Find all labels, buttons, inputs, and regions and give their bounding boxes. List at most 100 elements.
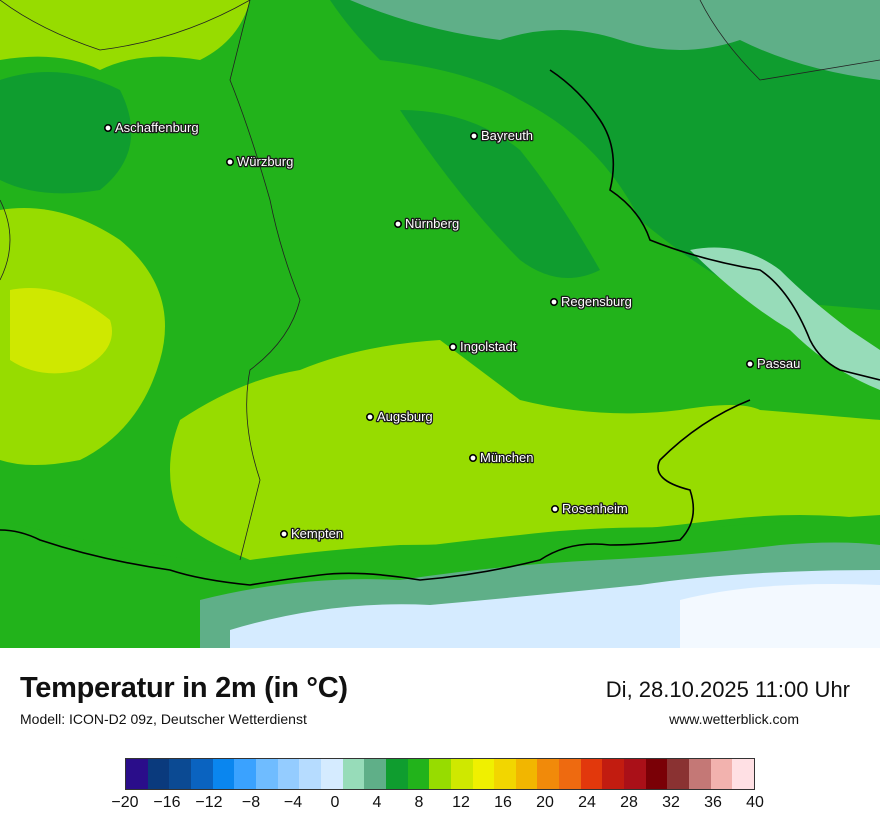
colorbar-swatch: [689, 759, 711, 789]
colorbar-swatch: [624, 759, 646, 789]
city-ingolstadt: Ingolstadt: [448, 338, 518, 355]
temperature-colorbar: [125, 758, 755, 790]
colorbar-swatch: [147, 759, 170, 789]
city-marker: [393, 220, 402, 229]
city-marker: [226, 158, 235, 167]
lime-northwest: [0, 0, 250, 70]
colorbar-swatch: [299, 759, 321, 789]
bavarian-forest: [690, 247, 880, 390]
city-label: Aschaffenburg: [115, 120, 199, 135]
state-border-west: [229, 0, 301, 561]
state-border-west2: [0, 199, 11, 281]
city-marker: [549, 297, 558, 306]
colorbar-swatch: [169, 759, 191, 789]
map-canvas: Aschaffenburg Würzburg Bayreuth Nürnberg…: [0, 0, 880, 648]
colorbar-swatch: [364, 759, 386, 789]
city-label: Bayreuth: [481, 128, 533, 143]
city-marker: [550, 504, 559, 513]
colorbar-tick-label: 0: [330, 794, 340, 811]
state-border-north: [0, 0, 251, 51]
model-info: Modell: ICON-D2 09z, Deutscher Wetterdie…: [20, 711, 307, 727]
city-wuerzburg: Würzburg: [226, 153, 295, 170]
colorbar-swatch: [732, 759, 755, 789]
colorbar-swatch: [212, 759, 235, 789]
city-kempten: Kempten: [279, 525, 344, 542]
city-marker: [745, 359, 754, 368]
map-title: Temperatur in 2m (in °C): [20, 672, 348, 704]
colorbar-swatch: [559, 759, 581, 789]
colorbar-swatch: [320, 759, 343, 789]
colorbar-tick-label: −12: [195, 794, 223, 811]
city-augsburg: Augsburg: [365, 408, 434, 425]
colorbar-swatch: [190, 759, 213, 789]
colorbar-tick-label: −8: [241, 794, 261, 811]
colorbar-tick-label: 24: [578, 794, 596, 811]
city-aschaffenburg: Aschaffenburg: [104, 119, 200, 136]
colorbar-swatch: [255, 759, 278, 789]
teal-north: [350, 0, 880, 80]
colorbar-swatch: [710, 759, 733, 789]
state-border-northeast: [699, 0, 880, 81]
colorbar-tick-label: 16: [494, 794, 512, 811]
colorbar-swatch: [472, 759, 495, 789]
city-marker: [469, 132, 478, 141]
city-label: Regensburg: [561, 294, 632, 309]
colorbar-tick-label: 28: [620, 794, 638, 811]
colorbar-swatch: [645, 759, 668, 789]
colorbar-swatch: [580, 759, 603, 789]
city-label: Augsburg: [377, 409, 433, 424]
source-url: www.wetterblick.com: [669, 711, 799, 727]
city-rosenheim: Rosenheim: [550, 500, 629, 517]
colorbar-swatch: [450, 759, 473, 789]
colorbar-swatch: [342, 759, 365, 789]
colorbar-swatch: [126, 759, 148, 789]
colorbar-tick-label: −16: [153, 794, 181, 811]
colorbar-tick-label: −20: [111, 794, 139, 811]
lime-south: [170, 340, 880, 560]
colorbar-swatch: [429, 759, 451, 789]
city-muenchen: München: [468, 449, 535, 466]
colorbar-ticks: −20 −16 −12 −8 −4 0 4 8 12 16 20 24 28 32 36 40: [0, 794, 880, 818]
colorbar-swatch: [515, 759, 538, 789]
colorbar-tick-label: 8: [414, 794, 424, 811]
city-regensburg: Regensburg: [549, 293, 633, 310]
temperature-map: Aschaffenburg Würzburg Bayreuth Nürnberg…: [0, 0, 880, 648]
upland-patch: [400, 110, 600, 278]
colorbar-swatch: [667, 759, 690, 789]
city-label: Rosenheim: [562, 501, 628, 516]
colorbar-tick-label: 32: [662, 794, 680, 811]
city-marker: [279, 529, 288, 538]
city-label: Kempten: [291, 526, 343, 541]
colorbar-swatch: [494, 759, 516, 789]
colorbar-tick-label: −4: [283, 794, 303, 811]
uplands-northeast: [330, 0, 880, 310]
city-label: Ingolstadt: [460, 339, 517, 354]
colorbar-tick-label: 4: [372, 794, 382, 811]
border-czech: [549, 69, 880, 381]
city-label: Würzburg: [237, 154, 293, 169]
city-label: München: [480, 450, 533, 465]
border-austria: [0, 399, 751, 586]
forecast-datetime: Di, 28.10.2025 11:00 Uhr: [605, 677, 850, 702]
city-label: Nürnberg: [405, 216, 459, 231]
colorbar-swatch: [385, 759, 408, 789]
city-marker: [468, 453, 477, 462]
city-bayreuth: Bayreuth: [469, 127, 534, 144]
colorbar-swatch: [407, 759, 430, 789]
colorbar-swatch: [602, 759, 625, 789]
yellow-west: [10, 288, 112, 374]
colorbar-swatch: [277, 759, 300, 789]
city-label: Passau: [757, 356, 800, 371]
colorbar-swatch: [234, 759, 256, 789]
colorbar-tick-label: 12: [452, 794, 470, 811]
city-nuernberg: Nürnberg: [393, 215, 461, 232]
colorbar-tick-label: 20: [536, 794, 554, 811]
city-marker: [365, 412, 374, 421]
city-marker: [104, 124, 113, 133]
colorbar-tick-label: 40: [746, 794, 764, 811]
colorbar-tick-label: 36: [704, 794, 722, 811]
city-marker: [448, 342, 457, 351]
alps-peaks: [680, 584, 880, 648]
city-passau: Passau: [745, 355, 802, 372]
colorbar-swatch: [537, 759, 560, 789]
